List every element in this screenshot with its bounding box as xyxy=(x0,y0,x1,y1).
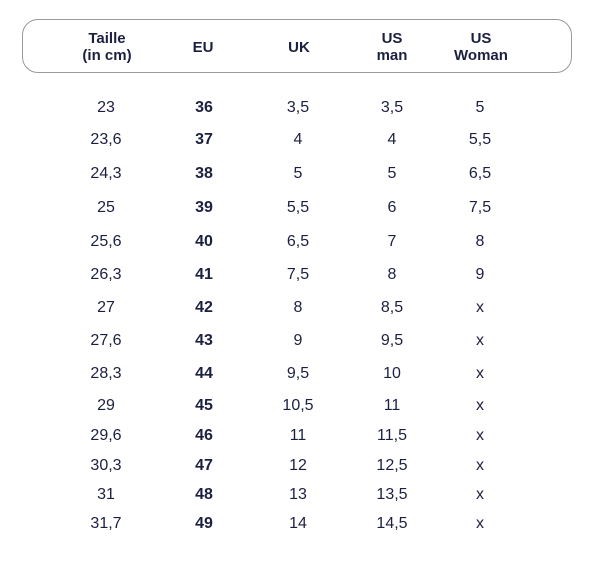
cell-size-cm: 29 xyxy=(97,397,115,414)
cell-us-woman: 8 xyxy=(475,233,485,250)
cell-us-woman: x xyxy=(476,397,484,414)
header-uk: UK xyxy=(288,38,310,56)
cell-uk: 9,5 xyxy=(286,365,310,382)
cell-eu: 40 xyxy=(195,233,213,250)
cell-us-man: 14,5 xyxy=(376,515,408,532)
cell-uk: 5,5 xyxy=(286,199,310,216)
cell-uk: 5 xyxy=(293,165,303,182)
cell-eu: 36 xyxy=(195,99,213,116)
cell-uk: 6,5 xyxy=(286,233,310,250)
cell-eu: 49 xyxy=(195,515,213,532)
cell-us-man: 10 xyxy=(383,365,401,382)
cell-uk: 10,5 xyxy=(282,397,314,414)
cell-us-woman: 5 xyxy=(475,99,485,116)
cell-uk: 4 xyxy=(293,131,303,148)
cell-us-man: 11,5 xyxy=(377,427,407,444)
cell-us-man: 3,5 xyxy=(380,99,404,116)
cell-size-cm: 25,6 xyxy=(90,233,122,250)
cell-us-man: 11 xyxy=(383,397,401,414)
cell-us-woman: x xyxy=(476,515,484,532)
cell-size-cm: 31 xyxy=(97,486,115,503)
cell-uk: 11 xyxy=(289,427,307,444)
table-header: Taille (in cm) EU UK US man US Woman xyxy=(22,19,572,73)
cell-uk: 3,5 xyxy=(286,99,310,116)
cell-us-man: 5 xyxy=(387,165,397,182)
cell-size-cm: 30,3 xyxy=(90,457,122,474)
cell-us-woman: x xyxy=(476,332,484,349)
cell-us-woman: x xyxy=(476,299,484,316)
cell-us-woman: x xyxy=(476,457,484,474)
cell-eu: 48 xyxy=(195,486,213,503)
cell-uk: 9 xyxy=(293,332,303,349)
cell-us-man: 9,5 xyxy=(380,332,404,349)
cell-eu: 45 xyxy=(195,397,213,414)
cell-eu: 39 xyxy=(195,199,213,216)
cell-us-woman: 7,5 xyxy=(468,199,492,216)
header-size-cm: Taille (in cm) xyxy=(82,30,132,64)
cell-size-cm: 23,6 xyxy=(90,131,122,148)
cell-us-woman: x xyxy=(476,427,484,444)
cell-uk: 14 xyxy=(289,515,307,532)
cell-us-woman: 5,5 xyxy=(468,131,492,148)
cell-size-cm: 26,3 xyxy=(90,266,122,283)
cell-size-cm: 25 xyxy=(97,199,115,216)
cell-us-woman: 6,5 xyxy=(468,165,492,182)
cell-us-man: 13,5 xyxy=(376,486,408,503)
cell-us-man: 6 xyxy=(387,199,397,216)
cell-us-woman: 9 xyxy=(475,266,485,283)
cell-eu: 41 xyxy=(195,266,213,283)
cell-uk: 8 xyxy=(293,299,303,316)
header-us-woman: US Woman xyxy=(454,30,508,64)
cell-uk: 7,5 xyxy=(286,266,310,283)
cell-us-man: 4 xyxy=(387,131,397,148)
cell-size-cm: 27 xyxy=(97,299,115,316)
cell-eu: 42 xyxy=(195,299,213,316)
cell-eu: 43 xyxy=(195,332,213,349)
cell-us-woman: x xyxy=(476,486,484,503)
header-eu: EU xyxy=(192,38,214,56)
cell-eu: 37 xyxy=(195,131,213,148)
cell-size-cm: 31,7 xyxy=(90,515,122,532)
cell-us-man: 12,5 xyxy=(376,457,408,474)
header-us-man: US man xyxy=(376,30,408,64)
cell-us-man: 7 xyxy=(387,233,397,250)
cell-eu: 46 xyxy=(195,427,213,444)
cell-eu: 44 xyxy=(195,365,213,382)
cell-size-cm: 28,3 xyxy=(90,365,122,382)
cell-size-cm: 29,6 xyxy=(90,427,122,444)
cell-eu: 47 xyxy=(195,457,213,474)
cell-us-man: 8,5 xyxy=(380,299,404,316)
cell-uk: 12 xyxy=(289,457,307,474)
cell-uk: 13 xyxy=(289,486,307,503)
cell-size-cm: 24,3 xyxy=(90,165,122,182)
cell-us-woman: x xyxy=(476,365,484,382)
cell-size-cm: 27,6 xyxy=(90,332,122,349)
cell-us-man: 8 xyxy=(387,266,397,283)
cell-size-cm: 23 xyxy=(97,99,115,116)
cell-eu: 38 xyxy=(195,165,213,182)
